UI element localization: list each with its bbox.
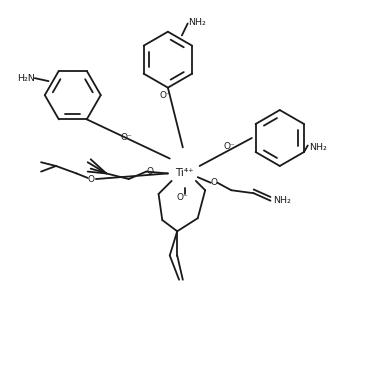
Text: O: O xyxy=(147,167,154,176)
Text: O⁻: O⁻ xyxy=(223,142,235,151)
Text: NH₂: NH₂ xyxy=(188,18,206,27)
Text: O⁻: O⁻ xyxy=(177,193,189,202)
Text: O⁻: O⁻ xyxy=(159,91,171,100)
Text: NH₂: NH₂ xyxy=(309,143,327,152)
Text: NH₂: NH₂ xyxy=(273,196,291,205)
Text: O: O xyxy=(210,178,217,187)
Text: H₂N: H₂N xyxy=(17,73,35,83)
Text: O⁻: O⁻ xyxy=(121,132,132,142)
Text: O: O xyxy=(88,175,95,184)
Text: Ti⁴⁺: Ti⁴⁺ xyxy=(175,169,194,178)
